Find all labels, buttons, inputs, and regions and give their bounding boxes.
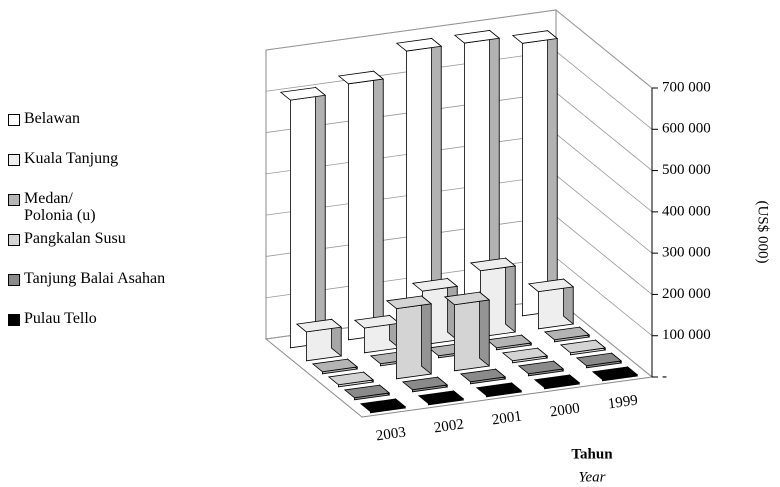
bar	[517, 360, 565, 377]
y-tick-label: 400 000	[662, 203, 711, 219]
bar	[511, 29, 559, 317]
bar-top	[475, 382, 523, 396]
bar-side-shade	[431, 38, 442, 327]
x-tick-label: 2003	[375, 424, 407, 444]
bar	[543, 326, 591, 343]
bar	[337, 70, 385, 341]
bar-top	[279, 87, 327, 101]
bar-top	[359, 398, 407, 412]
bar	[343, 384, 391, 401]
bar-side-shade	[505, 258, 516, 332]
bar-top	[575, 352, 623, 367]
legend-item: Belawan	[8, 110, 165, 150]
bar-top	[591, 366, 639, 380]
bar-side-shade	[421, 296, 432, 374]
bar	[559, 339, 607, 356]
x-tick-label: 2002	[433, 416, 465, 436]
legend: Belawan Kuala Tanjung Medan/ Polonia (u) Pa…	[8, 110, 165, 350]
legend-label: Pulau Tello	[24, 310, 97, 327]
bar	[453, 29, 501, 325]
bar-top	[401, 376, 449, 391]
legend-swatch	[8, 274, 20, 286]
bar	[401, 376, 449, 393]
bar-top	[337, 70, 385, 85]
bar-top	[385, 295, 433, 310]
y-tick-label: 500 000	[662, 162, 711, 178]
bar	[295, 318, 343, 362]
y-tick-label: 300 000	[662, 245, 711, 261]
bar-side-shade	[479, 292, 490, 366]
bar-top	[327, 371, 375, 386]
bar-top	[543, 326, 591, 341]
x-axis-label-2: Year	[579, 469, 606, 485]
bar-top	[527, 278, 575, 293]
legend-label: Kuala Tanjung	[24, 150, 119, 167]
bar	[417, 390, 465, 406]
legend-swatch	[8, 114, 20, 126]
y-tick-label: 700 000	[662, 79, 711, 95]
y-tick-label: -	[662, 368, 667, 384]
legend-item: Pangkalan Susu	[8, 230, 165, 270]
bar-top	[517, 360, 565, 375]
legend-item: Medan/ Polonia (u)	[8, 190, 165, 230]
bar	[485, 334, 533, 351]
bar	[575, 352, 623, 369]
bar-top	[511, 30, 559, 44]
bar	[443, 291, 491, 372]
legend-item: Kuala Tanjung	[8, 150, 165, 190]
bar-top	[411, 278, 459, 292]
legend-swatch	[8, 154, 20, 166]
bar-top	[443, 291, 491, 306]
legend-swatch	[8, 234, 20, 246]
bar	[475, 382, 523, 398]
bar-side-shade	[373, 71, 384, 335]
bar	[591, 366, 639, 382]
bar	[459, 368, 507, 385]
bar	[279, 86, 327, 349]
bar-top	[485, 334, 533, 349]
bar-top	[343, 384, 391, 399]
x-axis-label: Tahun	[571, 446, 613, 462]
y-tick-label: 200 000	[662, 286, 711, 302]
bar-side-shade	[315, 87, 326, 343]
legend-swatch	[8, 194, 20, 206]
legend-label: Tanjung Balai Asahan	[24, 270, 166, 287]
y-tick-label: 600 000	[662, 121, 711, 137]
bar-top	[469, 257, 517, 272]
bar-top	[311, 358, 359, 373]
legend-item: Tanjung Balai Asahan	[8, 270, 165, 310]
bar-side-shade	[547, 30, 558, 311]
legend-swatch	[8, 314, 20, 326]
grid-line	[265, 9, 653, 89]
y-axis-label: (US$ 000)	[755, 201, 771, 264]
y-tick-label: 100 000	[662, 327, 711, 343]
bar	[311, 358, 359, 375]
bar-top	[395, 38, 443, 52]
legend-label: Medan/ Polonia (u)	[24, 190, 96, 224]
x-tick-label: 2000	[549, 400, 581, 420]
legend-label: Pangkalan Susu	[24, 230, 126, 247]
bar	[533, 374, 581, 390]
bar-top	[417, 390, 465, 404]
bar	[385, 295, 433, 380]
bar-top	[559, 339, 607, 354]
bar	[327, 371, 375, 388]
bar-top	[533, 374, 581, 388]
legend-label: Belawan	[24, 110, 80, 127]
bar-top	[295, 318, 343, 333]
bar	[501, 347, 549, 364]
x-tick-label: 2001	[491, 408, 523, 428]
bar	[527, 278, 575, 330]
bar-top	[353, 315, 401, 329]
bar-top	[453, 30, 501, 44]
bar-top	[459, 368, 507, 383]
bar-top	[501, 347, 549, 362]
x-tick-label: 1999	[607, 392, 639, 412]
bar-side-shade	[563, 279, 574, 324]
bar	[359, 398, 407, 414]
bar-side-shade	[489, 30, 500, 319]
legend-item: Pulau Tello	[8, 310, 165, 350]
